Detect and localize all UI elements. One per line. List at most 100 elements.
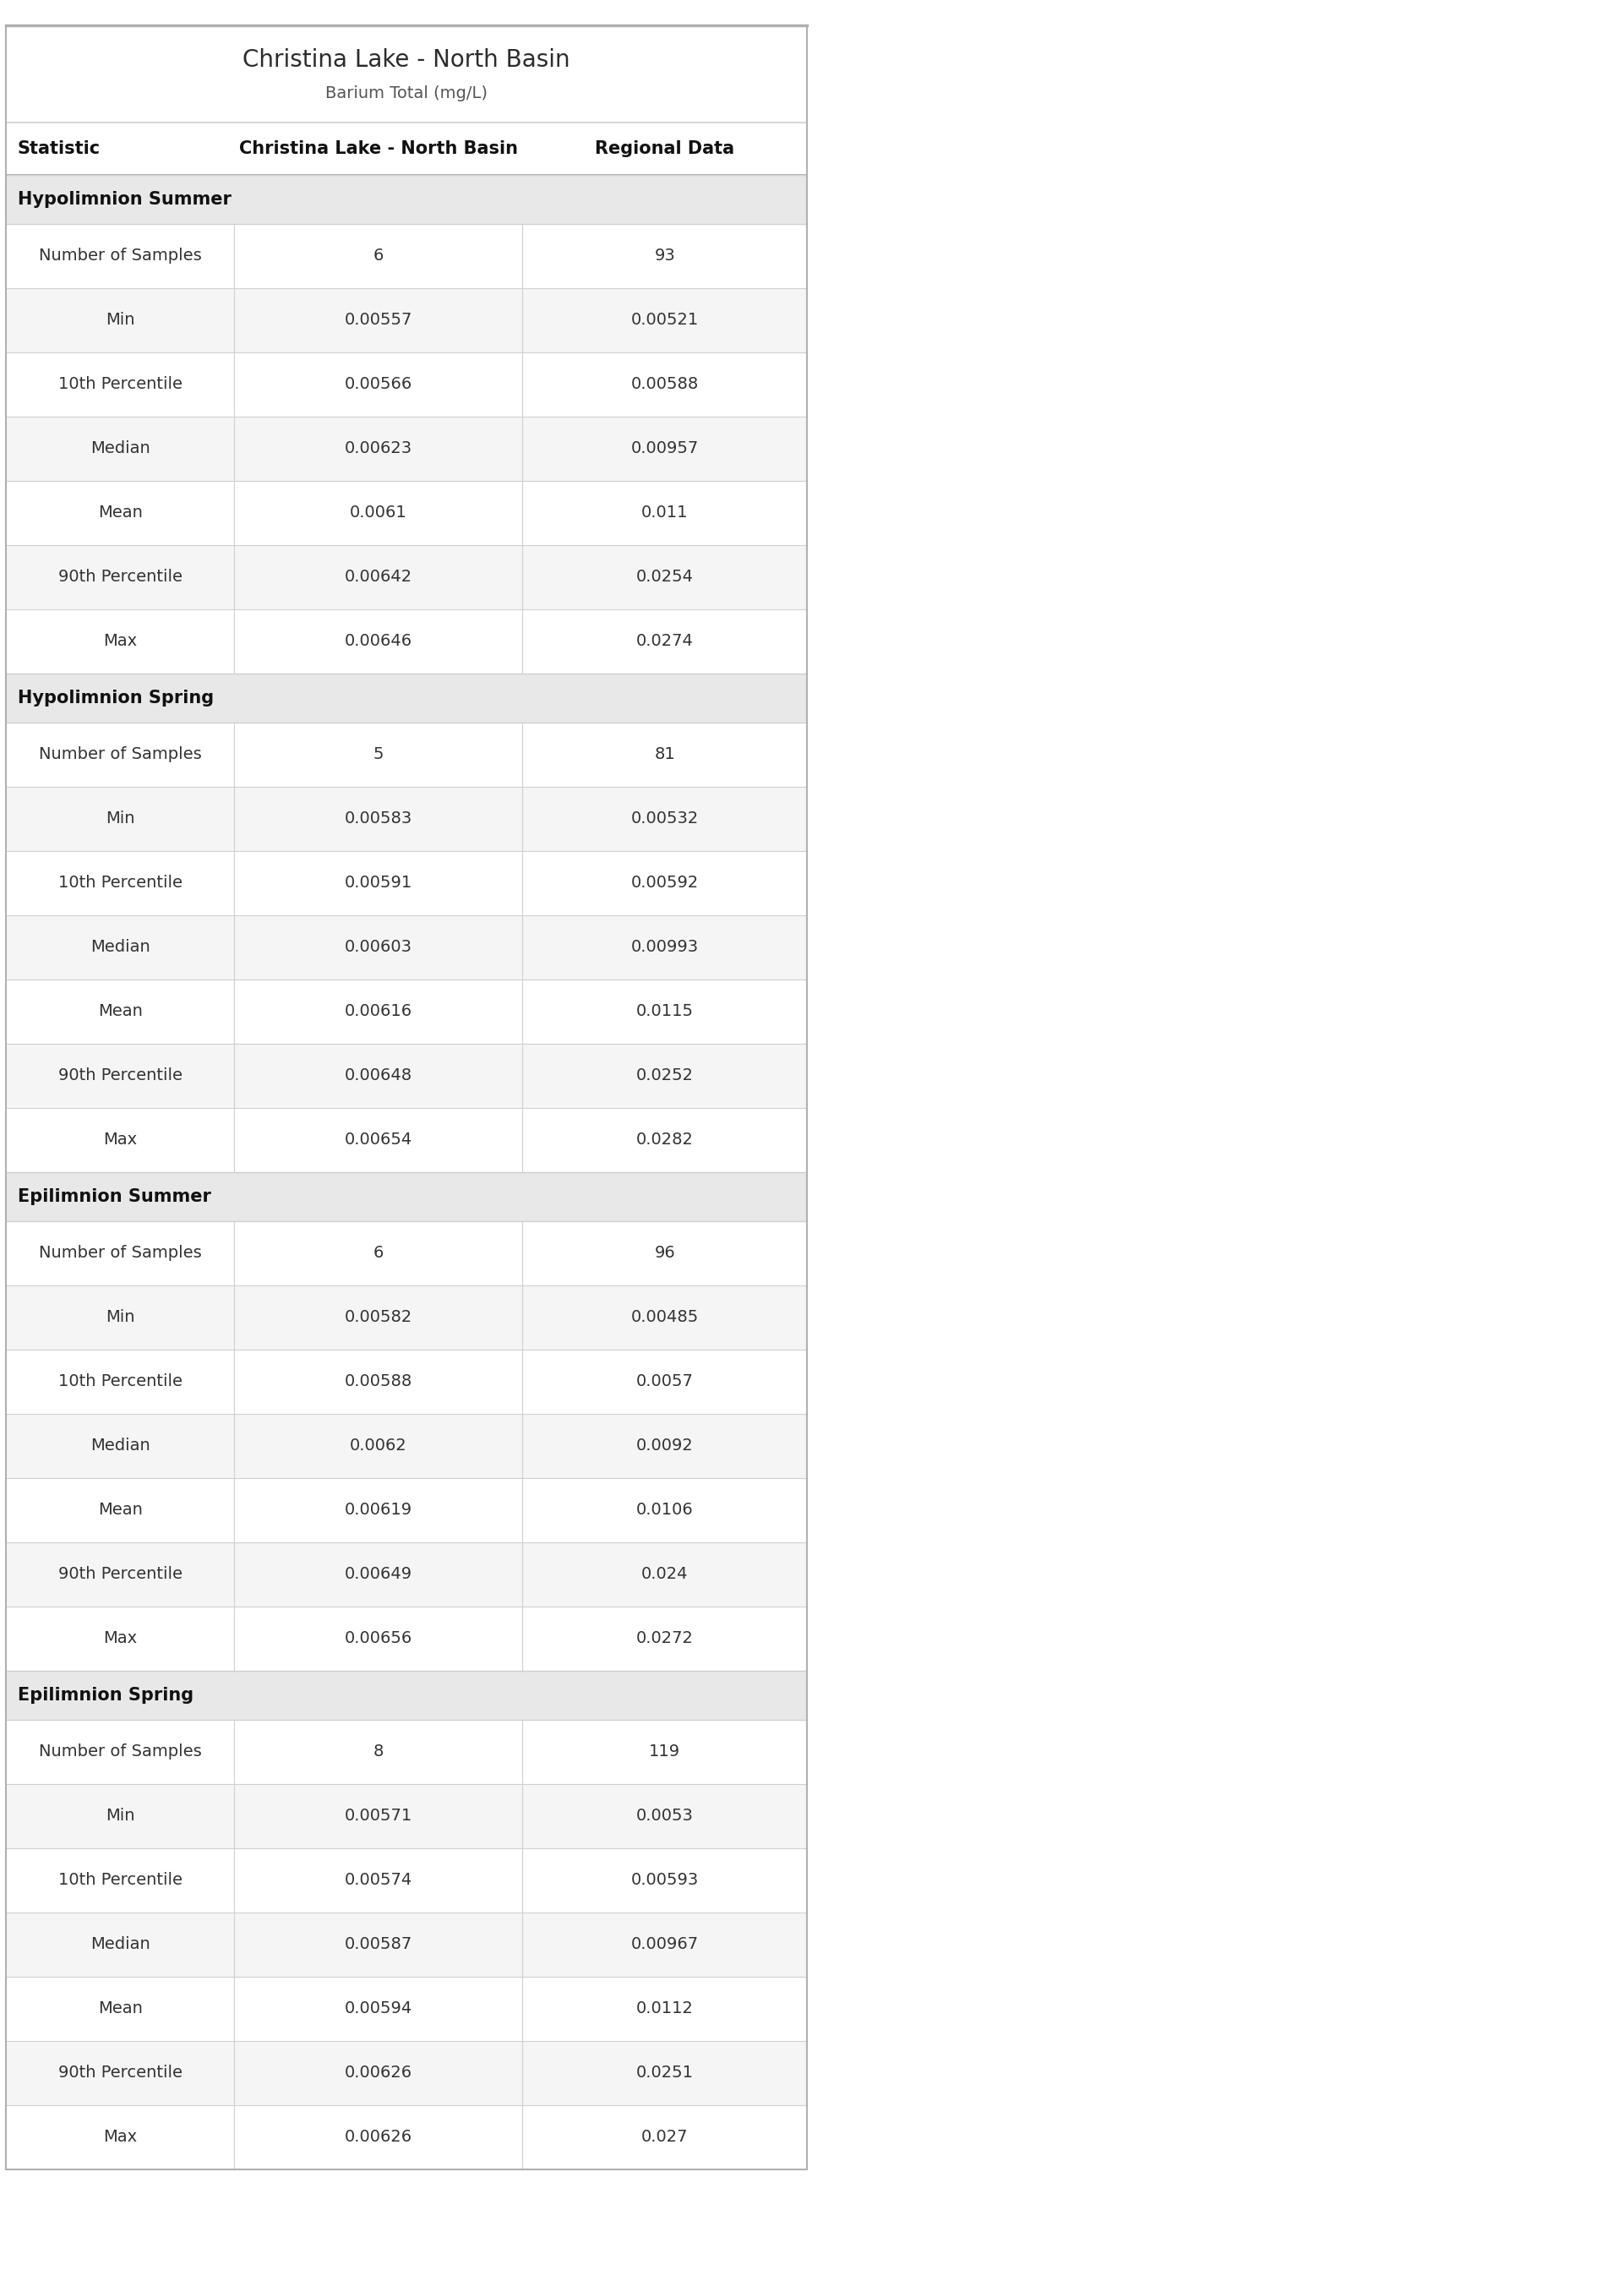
Text: 0.00582: 0.00582 — [344, 1310, 412, 1326]
Text: 0.00649: 0.00649 — [344, 1566, 412, 1582]
Bar — [6, 1478, 807, 1541]
Bar — [6, 1671, 807, 1721]
Text: 10th Percentile: 10th Percentile — [58, 377, 182, 393]
Bar — [6, 481, 807, 545]
Text: 0.00616: 0.00616 — [344, 1003, 412, 1019]
Bar — [6, 915, 807, 978]
Bar — [6, 1541, 807, 1607]
Text: 6: 6 — [374, 1246, 383, 1262]
Text: 10th Percentile: 10th Percentile — [58, 1373, 182, 1389]
Text: 0.00593: 0.00593 — [630, 1873, 698, 1889]
Bar — [6, 2104, 807, 2170]
Text: Min: Min — [106, 1310, 135, 1326]
Text: 0.0112: 0.0112 — [637, 2000, 693, 2016]
Text: 0.00654: 0.00654 — [344, 1133, 412, 1149]
Bar — [6, 352, 807, 418]
Text: Christina Lake - North Basin: Christina Lake - North Basin — [242, 48, 570, 73]
Text: Number of Samples: Number of Samples — [39, 1743, 201, 1759]
Bar — [6, 1977, 807, 2041]
Text: 0.00571: 0.00571 — [344, 1809, 412, 1825]
Text: Median: Median — [91, 1437, 149, 1455]
Text: 0.0106: 0.0106 — [637, 1503, 693, 1519]
Bar — [6, 788, 807, 851]
Text: 90th Percentile: 90th Percentile — [58, 570, 182, 586]
Text: 0.0057: 0.0057 — [637, 1373, 693, 1389]
Text: Mean: Mean — [97, 1003, 143, 1019]
Text: Median: Median — [91, 1936, 149, 1952]
Bar — [6, 545, 807, 608]
Text: Mean: Mean — [97, 504, 143, 522]
Text: Min: Min — [106, 1809, 135, 1825]
Text: 0.00592: 0.00592 — [630, 876, 698, 892]
Text: 0.0115: 0.0115 — [637, 1003, 693, 1019]
Text: 0.00642: 0.00642 — [344, 570, 412, 586]
Text: Statistic: Statistic — [18, 141, 101, 157]
Text: 0.0254: 0.0254 — [637, 570, 693, 586]
Bar — [6, 1414, 807, 1478]
Text: Median: Median — [91, 440, 149, 456]
Text: 0.00594: 0.00594 — [344, 2000, 412, 2016]
Text: 0.0274: 0.0274 — [637, 633, 693, 649]
Text: 10th Percentile: 10th Percentile — [58, 876, 182, 892]
Text: 0.027: 0.027 — [641, 2129, 689, 2145]
Bar — [6, 1721, 807, 1784]
Bar — [6, 2041, 807, 2104]
Text: 0.0053: 0.0053 — [637, 1809, 693, 1825]
Bar — [6, 1044, 807, 1108]
Bar — [6, 225, 807, 288]
Bar — [6, 978, 807, 1044]
Text: 0.00619: 0.00619 — [344, 1503, 412, 1519]
Bar — [6, 25, 807, 123]
Text: 0.00532: 0.00532 — [630, 810, 698, 826]
Text: 96: 96 — [654, 1246, 676, 1262]
Bar — [6, 288, 807, 352]
Text: Mean: Mean — [97, 1503, 143, 1519]
Text: Mean: Mean — [97, 2000, 143, 2016]
Text: 0.0252: 0.0252 — [637, 1067, 693, 1083]
Text: 90th Percentile: 90th Percentile — [58, 2066, 182, 2082]
Bar — [6, 123, 807, 175]
Bar — [6, 1171, 807, 1221]
Bar — [6, 1351, 807, 1414]
Text: 0.0272: 0.0272 — [637, 1630, 693, 1646]
Text: 0.0062: 0.0062 — [349, 1437, 408, 1455]
Text: 10th Percentile: 10th Percentile — [58, 1873, 182, 1889]
Text: 0.00587: 0.00587 — [344, 1936, 412, 1952]
Text: 0.00583: 0.00583 — [344, 810, 412, 826]
Text: 0.00603: 0.00603 — [344, 940, 412, 956]
Bar — [6, 1108, 807, 1171]
Bar — [6, 418, 807, 481]
Text: Min: Min — [106, 313, 135, 329]
Text: 0.00521: 0.00521 — [630, 313, 698, 329]
Text: 0.00588: 0.00588 — [344, 1373, 412, 1389]
Text: Max: Max — [102, 633, 136, 649]
Text: Max: Max — [102, 2129, 136, 2145]
Bar — [6, 1285, 807, 1351]
Bar — [6, 851, 807, 915]
Text: Christina Lake - North Basin: Christina Lake - North Basin — [239, 141, 518, 157]
Text: Max: Max — [102, 1630, 136, 1646]
Text: Number of Samples: Number of Samples — [39, 1246, 201, 1262]
Text: 0.024: 0.024 — [641, 1566, 689, 1582]
Text: 93: 93 — [654, 247, 676, 263]
Text: 0.00566: 0.00566 — [344, 377, 412, 393]
Bar — [6, 1914, 807, 1977]
Text: 0.011: 0.011 — [641, 504, 689, 522]
Text: 0.00588: 0.00588 — [630, 377, 698, 393]
Bar — [6, 1607, 807, 1671]
Text: Epilimnion Spring: Epilimnion Spring — [18, 1687, 193, 1705]
Text: Regional Data: Regional Data — [594, 141, 734, 157]
Text: Number of Samples: Number of Samples — [39, 247, 201, 263]
Bar — [6, 175, 807, 225]
Text: Max: Max — [102, 1133, 136, 1149]
Text: 0.00646: 0.00646 — [344, 633, 412, 649]
Bar — [6, 1221, 807, 1285]
Text: 5: 5 — [374, 747, 383, 763]
Text: 0.0251: 0.0251 — [637, 2066, 693, 2082]
Text: Number of Samples: Number of Samples — [39, 747, 201, 763]
Text: 0.00557: 0.00557 — [344, 313, 412, 329]
Text: 0.00648: 0.00648 — [344, 1067, 412, 1083]
Bar — [6, 608, 807, 674]
Text: 6: 6 — [374, 247, 383, 263]
Text: Hypolimnion Summer: Hypolimnion Summer — [18, 191, 231, 209]
